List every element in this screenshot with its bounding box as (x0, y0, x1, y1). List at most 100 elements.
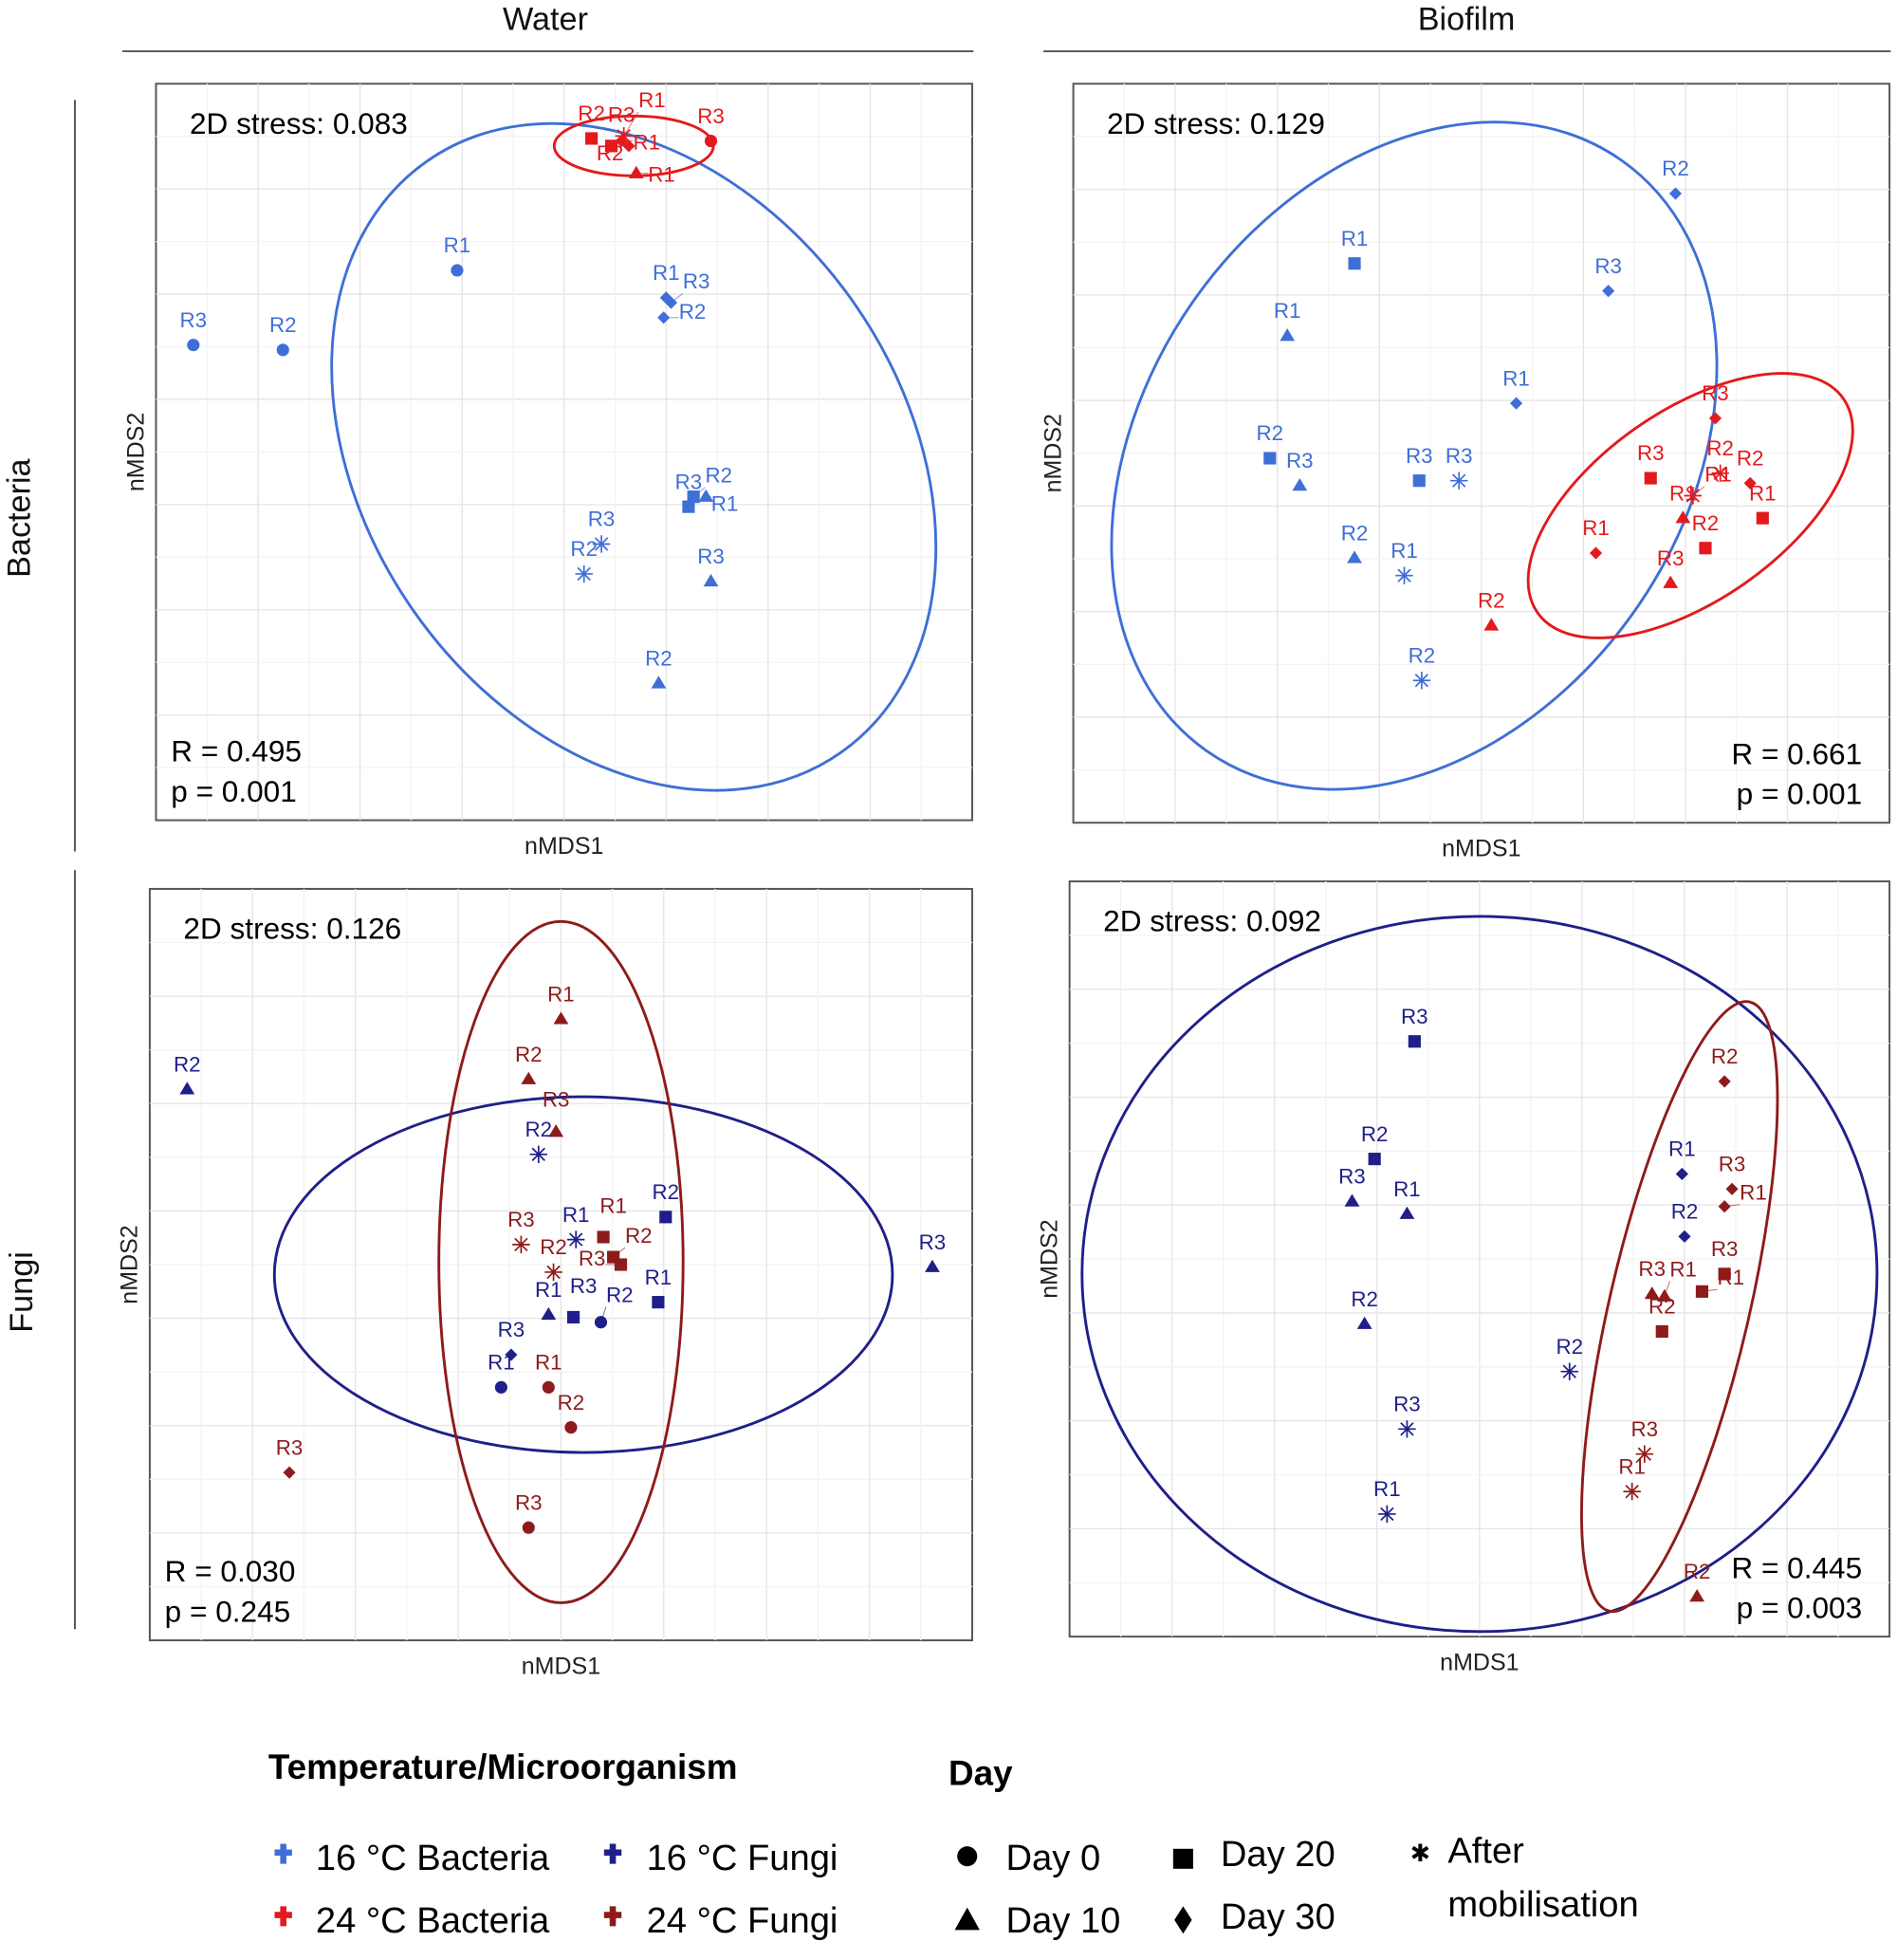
legend-label: 24 °C Bacteria (316, 1900, 550, 1941)
point-label: R2 (174, 1052, 201, 1076)
point-square-marker (1655, 1324, 1668, 1339)
point-triangle-marker (541, 1306, 557, 1321)
point-label: R2 (1478, 588, 1505, 612)
point-diamond-marker (1675, 1167, 1688, 1181)
point-label: R2 (1341, 521, 1369, 545)
point-label: R2 (1662, 157, 1689, 180)
legend-label: mobilisation (1447, 1884, 1638, 1925)
point-label: R3 (1406, 444, 1433, 468)
point-triangle-marker (1689, 1589, 1705, 1602)
x-axis-title: nMDS1 (522, 1654, 600, 1680)
point-diamond-marker (1743, 476, 1757, 490)
point-circle-marker (522, 1521, 535, 1534)
point-square-marker (652, 1296, 665, 1309)
point-label: R2 (625, 1224, 653, 1248)
legend: Temperature/Microorganism Day 16 °C Bact… (268, 1747, 1639, 1941)
label-leader-line (613, 1247, 626, 1258)
point-label: R1 (562, 1203, 590, 1227)
point-label: R3 (697, 545, 725, 568)
anosim-p-value: p = 0.003 (1737, 1590, 1863, 1624)
point-diamond-marker (1708, 412, 1722, 425)
point-label: R1 (1341, 227, 1369, 250)
point-circle-marker (594, 1316, 608, 1329)
legend-item-after-mobilisation: After mobilisation (1411, 1830, 1639, 1925)
legend-key-icon (274, 1843, 292, 1864)
point-triangle-marker (1675, 510, 1691, 524)
point-label: R3 (1657, 546, 1685, 570)
point-circle-marker (451, 264, 464, 277)
point-label: R1 (1582, 516, 1610, 540)
y-axis-title: nMDS2 (122, 413, 149, 491)
point-diamond-marker (283, 1466, 296, 1479)
point-label: R1 (488, 1351, 515, 1375)
label-leader-line (692, 487, 706, 498)
point-square-marker (1368, 1153, 1381, 1166)
row-header-fungi: Fungi (4, 1251, 40, 1333)
point-label: R1 (1749, 481, 1777, 505)
column-header-biofilm: Biofilm (1418, 2, 1516, 38)
point-triangle-marker (521, 1071, 537, 1084)
legend-label: 16 °C Fungi (647, 1838, 838, 1878)
point-label: R1 (1704, 463, 1732, 487)
x-axis-title: nMDS1 (1442, 836, 1520, 862)
confidence-ellipse (1080, 915, 1879, 1634)
label-leader-line (1692, 486, 1705, 496)
confidence-ellipse (1580, 1000, 1779, 1614)
point-label: R2 (679, 300, 707, 324)
point-label: R1 (1669, 1257, 1697, 1281)
point-label: R2 (1409, 643, 1436, 667)
point-square-marker (1699, 542, 1712, 555)
legend-item-day20: Day 20 (1172, 1834, 1335, 1875)
x-axis-title: nMDS1 (525, 833, 603, 860)
point-label: R3 (588, 508, 616, 531)
anosim-r-value: R = 0.445 (1731, 1550, 1862, 1584)
point-asterisk-marker (1398, 1420, 1416, 1438)
point-label: R3 (498, 1318, 525, 1341)
point-label: R2 (1257, 421, 1284, 445)
point-label: R3 (1638, 1257, 1666, 1281)
point-triangle-marker (1280, 328, 1296, 342)
point-label: R1 (547, 982, 575, 1006)
label-leader-line (671, 292, 684, 304)
point-label: R2 (1706, 436, 1734, 460)
point-triangle-marker (548, 1124, 564, 1137)
stress-value: 2D stress: 0.092 (1103, 904, 1321, 938)
point-label: R3 (1393, 1393, 1421, 1416)
point-label: R3 (675, 470, 703, 493)
point-square-marker (1348, 257, 1361, 270)
legend-label: Day 30 (1221, 1896, 1335, 1937)
point-label: R2 (1737, 447, 1764, 471)
x-axis-title: nMDS1 (1440, 1650, 1519, 1676)
point-triangle-marker (179, 1082, 195, 1095)
point-triangle-marker (628, 165, 644, 178)
point-label: R3 (579, 1247, 606, 1270)
point-diamond-marker (1718, 1200, 1731, 1213)
point-asterisk-marker (1623, 1483, 1641, 1501)
point-label: R3 (1286, 449, 1314, 472)
point-label: R2 (1711, 1045, 1739, 1068)
legend-item-24c-bacteria: 24 °C Bacteria (274, 1900, 550, 1941)
legend-label: 16 °C Bacteria (316, 1838, 550, 1878)
point-asterisk-marker (544, 1263, 562, 1282)
point-diamond-marker (622, 139, 635, 153)
legend-key-icon (603, 1843, 622, 1864)
point-label: R2 (558, 1391, 585, 1415)
point-label: R2 (645, 647, 672, 671)
confidence-ellipse (330, 121, 938, 792)
markers (1263, 187, 1769, 690)
point-label: R3 (1702, 381, 1729, 405)
point-label: R2 (269, 313, 297, 337)
point-asterisk-marker (1711, 464, 1729, 483)
point-square-marker (1263, 452, 1277, 465)
legend-label: Day 10 (1006, 1900, 1121, 1941)
point-triangle-marker (703, 573, 719, 587)
point-square-marker (597, 1230, 610, 1244)
circle-icon (957, 1846, 978, 1867)
point-label: R3 (919, 1230, 947, 1254)
anosim-r-value: R = 0.661 (1731, 736, 1862, 770)
legend-key-icon (603, 1906, 622, 1927)
point-square-marker (567, 1310, 580, 1324)
point-circle-marker (187, 339, 200, 352)
point-triangle-marker (1483, 618, 1500, 631)
